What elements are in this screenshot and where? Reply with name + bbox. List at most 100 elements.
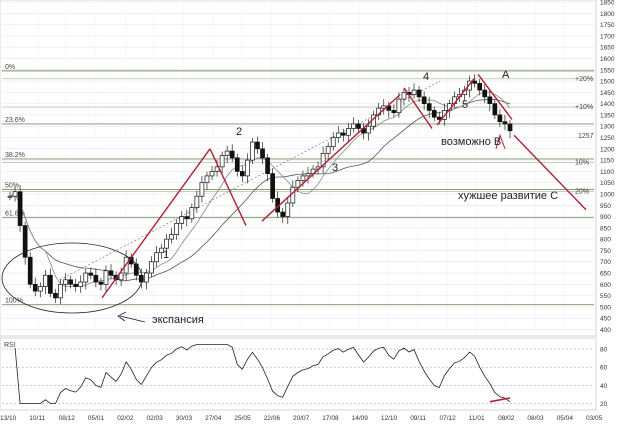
candle-body [53,292,58,299]
candle-body [22,225,28,258]
candle-body [154,252,159,263]
candle-body [118,272,124,281]
wave-4-line [403,87,433,129]
y-tick-label: 1800 [600,11,615,18]
x-tick-label: 02/02 [117,415,134,422]
candle-body [290,186,296,204]
candle-body [103,270,109,285]
x-tick-label: 03/05 [586,415,603,422]
candle-body [234,157,240,172]
trend-lines [101,73,587,299]
candle-body [108,270,114,276]
candle-body [199,182,205,197]
expansion-ellipse [1,242,143,314]
rsi-line [14,344,511,404]
ma-fast-line [9,91,511,288]
x-tick-label: 17/08 [322,415,339,422]
fib-level-label: 38.2% [5,152,25,159]
candle-body [204,175,210,184]
wave-label-1: 1 [163,249,169,261]
candle-body [325,146,331,154]
candle-body [164,238,169,249]
pct-level-label: +20% [575,76,593,83]
x-tick-label: 08/02 [498,415,515,422]
candle-body [184,216,190,220]
candle-body [12,191,18,197]
candle-body [83,272,89,283]
y-tick-label: 1700 [600,33,615,40]
candle-body [189,207,195,220]
wave-1-line [101,148,211,299]
expansion-arrowhead [117,311,127,322]
candle-body [295,180,301,188]
wave-3-line [261,94,401,222]
candle-body [27,256,33,285]
candle-body [502,121,508,125]
fib-level-label: 23.6% [5,117,25,124]
y-tick-label: 1750 [600,22,615,29]
y-axis: 400 450 500 550 600 650 700 750 800 850 900 950 1000… [600,0,615,334]
ma-slow-line [9,98,511,282]
candle-body [260,148,265,159]
x-tick-label: 25/05 [234,415,251,422]
candle-body [255,141,260,150]
y-tick-label: 550 [600,293,611,300]
candle-body [88,272,94,276]
x-tick-label: 30/03 [176,415,193,422]
candle-body [48,274,53,294]
candle-body [194,195,200,208]
wave-c-line [513,134,587,211]
expansion-arrow [119,315,146,323]
rsi-tick-label: 20 [600,401,608,408]
y-tick-label: 1100 [600,169,614,176]
x-tick-label: 05/01 [88,415,105,422]
candle-body [320,152,326,168]
y-tick-label: 800 [600,237,611,244]
wave-2-line [209,148,247,226]
x-tick-label: 09/11 [410,415,426,422]
candle-body [492,103,498,116]
candle-body [356,123,361,129]
rsi-panel [0,337,597,411]
y-tick-label: 1400 [600,101,615,108]
candle-body [17,191,23,226]
y-tick-label: 700 [600,259,611,266]
wave-label-4: 4 [423,71,429,83]
x-tick-label: 10/11 [29,415,45,422]
candle-body [250,141,255,161]
y-tick-label: 1000 [600,191,615,198]
y-tick-label: 1550 [600,67,615,74]
y-tick-label: 450 [600,316,611,323]
candle-body [174,222,180,235]
pct-level-label: 20% [575,189,589,196]
x-tick-label: 08/03 [527,415,544,422]
y-tick-label: 850 [600,225,611,232]
y-tick-label: 1500 [600,79,615,86]
rsi-tick-label: 40 [600,383,608,390]
candle-body [482,89,488,98]
x-axis: 13/10 10/11 08/12 05/01 02/02 02/03 30/03 27/04… [0,415,603,422]
candle-body [179,216,185,224]
candle-body [265,157,270,174]
y-tick-label: 1200 [600,146,615,153]
candle-body [346,128,351,136]
candle-body [507,123,513,132]
y-tick-label: 750 [600,248,611,255]
y-tick-label: 1450 [600,90,615,97]
candle-body [149,261,154,274]
candle-body [209,171,215,177]
main-panel [0,0,597,337]
candle-body [386,105,392,111]
candle-body [431,110,437,118]
candle-body [159,247,164,254]
x-tick-label: 02/03 [147,415,164,422]
candle-body [285,202,291,217]
candle-body [421,96,427,104]
candle-body [144,272,149,283]
y-tick-label: 1650 [600,45,615,52]
wave-b-mark [495,133,506,149]
candle-body [477,82,483,91]
candle-body [270,173,275,199]
wave-a-line [477,73,513,120]
